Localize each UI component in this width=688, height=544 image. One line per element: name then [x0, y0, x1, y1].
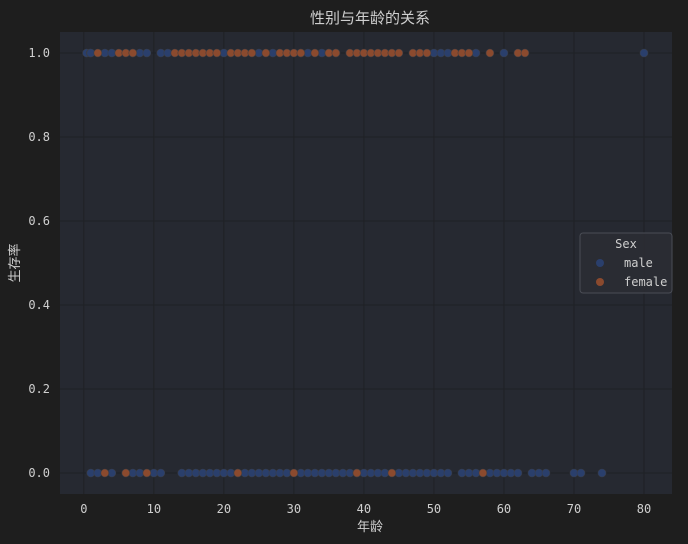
- point-female: [233, 468, 243, 478]
- x-tick-label: 20: [217, 502, 231, 516]
- point-male: [541, 468, 551, 478]
- point-male: [499, 48, 509, 58]
- y-axis-label: 生存率: [7, 243, 23, 282]
- y-tick-label: 0.4: [28, 298, 50, 312]
- x-tick-label: 30: [287, 502, 301, 516]
- x-tick-label: 0: [80, 502, 87, 516]
- y-tick-label: 0.2: [28, 382, 50, 396]
- grid-lines: [60, 32, 672, 494]
- plot-area: [60, 32, 672, 494]
- legend-box: [579, 232, 673, 294]
- y-tick-label: 1.0: [28, 46, 50, 60]
- point-female: [331, 48, 341, 58]
- point-female: [100, 468, 110, 478]
- point-female: [93, 48, 103, 58]
- chart-title: 性别与年龄的关系: [310, 9, 430, 27]
- legend-male-label: male: [624, 256, 653, 270]
- x-tick-label: 70: [567, 502, 581, 516]
- point-male: [156, 468, 166, 478]
- point-female: [310, 48, 320, 58]
- legend-female-label: female: [624, 275, 667, 289]
- point-female: [464, 48, 474, 58]
- point-male: [576, 468, 586, 478]
- y-axis-ticks: 0.0 0.2 0.4 0.6 0.8 1.0: [28, 46, 50, 480]
- data-points: [82, 48, 649, 478]
- x-tick-label: 10: [147, 502, 161, 516]
- point-female: [128, 48, 138, 58]
- point-female: [485, 48, 495, 58]
- x-tick-label: 50: [427, 502, 441, 516]
- point-female: [247, 48, 257, 58]
- point-female: [142, 468, 152, 478]
- point-male: [443, 468, 453, 478]
- legend-title: Sex: [615, 237, 637, 251]
- point-female: [478, 468, 488, 478]
- point-male: [639, 48, 649, 58]
- point-female: [520, 48, 530, 58]
- point-female: [212, 48, 222, 58]
- y-tick-label: 0.0: [28, 466, 50, 480]
- point-female: [387, 468, 397, 478]
- point-female: [352, 468, 362, 478]
- point-male: [597, 468, 607, 478]
- point-female: [422, 48, 432, 58]
- legend-female-marker: [596, 278, 604, 286]
- point-female: [296, 48, 306, 58]
- legend-male-marker: [596, 259, 604, 267]
- x-tick-label: 80: [637, 502, 651, 516]
- point-male: [142, 48, 152, 58]
- x-axis-label: 年龄: [357, 520, 383, 535]
- y-tick-label: 0.6: [28, 214, 50, 228]
- x-tick-label: 40: [357, 502, 371, 516]
- point-female: [289, 468, 299, 478]
- y-tick-label: 0.8: [28, 130, 50, 144]
- point-female: [394, 48, 404, 58]
- legend: Sex male female: [579, 232, 673, 294]
- point-female: [261, 48, 271, 58]
- point-female: [121, 468, 131, 478]
- point-male: [513, 468, 523, 478]
- x-axis-ticks: 0 10 20 30 40 50 60 70 80: [80, 502, 651, 516]
- x-tick-label: 60: [497, 502, 511, 516]
